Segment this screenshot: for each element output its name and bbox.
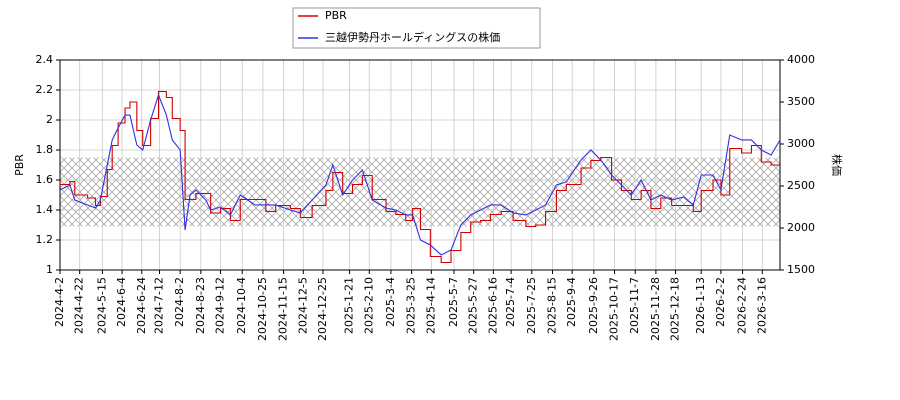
x-tick-label: 2024-10-4 <box>235 277 248 334</box>
x-tick-label: 2025-9-26 <box>587 277 600 334</box>
y-tick-label: 2.4 <box>36 53 54 66</box>
series-line <box>59 93 781 256</box>
x-tick-label: 2025-1-21 <box>343 277 356 334</box>
y2-tick-label: 2500 <box>787 179 815 192</box>
x-tick-label: 2025-10-17 <box>608 277 621 341</box>
x-tick-label: 2025-4-14 <box>424 277 437 334</box>
x-tick-label: 2025-8-15 <box>545 277 558 334</box>
x-tick-label: 2024-4-2 <box>53 277 66 327</box>
y2-tick-label: 3500 <box>787 95 815 108</box>
x-tick-label: 2025-7-25 <box>525 277 538 334</box>
x-tick-label: 2025-6-16 <box>486 277 499 334</box>
y2-tick-label: 1500 <box>787 263 815 276</box>
x-tick-label: 2024-4-22 <box>73 277 86 334</box>
x-tick-label: 2026-2-24 <box>736 277 749 334</box>
legend-label: PBR <box>325 9 347 22</box>
x-tick-label: 2025-5-7 <box>447 277 460 327</box>
x-tick-label: 2024-5-15 <box>95 277 108 334</box>
x-tick-label: 2024-10-25 <box>256 277 269 341</box>
y-tick-label: 2 <box>46 113 53 126</box>
y-tick-label: 1.4 <box>36 203 54 216</box>
y-tick-label: 1.6 <box>36 173 54 186</box>
x-tick-label: 2024-6-4 <box>115 277 128 327</box>
x-tick-label: 2025-12-18 <box>669 277 682 341</box>
y-tick-label: 1.8 <box>36 143 54 156</box>
y-tick-label: 1 <box>46 263 53 276</box>
x-tick-label: 2025-3-25 <box>405 277 418 334</box>
x-tick-label: 2025-5-27 <box>467 277 480 334</box>
x-tick-label: 2024-12-25 <box>316 277 329 341</box>
y-tick-label: 2.2 <box>36 83 54 96</box>
y-tick-label: 1.2 <box>36 233 54 246</box>
x-tick-label: 2025-11-28 <box>649 277 662 341</box>
x-tick-label: 2024-9-12 <box>214 277 227 334</box>
x-tick-label: 2024-7-12 <box>152 277 165 334</box>
y2-axis-label: 株価 <box>830 154 844 176</box>
legend-label: 三越伊勢丹ホールディングスの株価 <box>325 30 500 44</box>
x-tick-label: 2025-7-4 <box>504 277 517 327</box>
x-tick-label: 2024-12-5 <box>296 277 309 334</box>
legend: PBR 三越伊勢丹ホールディングスの株価 <box>292 7 541 49</box>
x-tick-label: 2026-2-2 <box>714 277 727 327</box>
x-tick-label: 2025-11-7 <box>628 277 641 334</box>
y2-tick-label: 4000 <box>787 53 815 66</box>
x-tick-label: 2024-6-24 <box>135 277 148 334</box>
legend-box <box>292 7 541 49</box>
y2-tick-label: 3000 <box>787 137 815 150</box>
y-axis-label: PBR <box>13 154 26 176</box>
x-tick-label: 2024-8-23 <box>194 277 207 334</box>
x-tick-label: 2024-8-2 <box>173 277 186 327</box>
y2-tick-label: 2000 <box>787 221 815 234</box>
x-tick-label: 2025-3-4 <box>384 277 397 327</box>
x-tick-label: 2025-9-4 <box>565 277 578 327</box>
x-tick-label: 2026-3-16 <box>755 277 768 334</box>
x-tick-label: 2026-1-13 <box>694 277 707 334</box>
series-line <box>60 90 780 264</box>
x-tick-label: 2025-2-10 <box>362 277 375 334</box>
x-tick-label: 2024-11-15 <box>277 277 290 341</box>
